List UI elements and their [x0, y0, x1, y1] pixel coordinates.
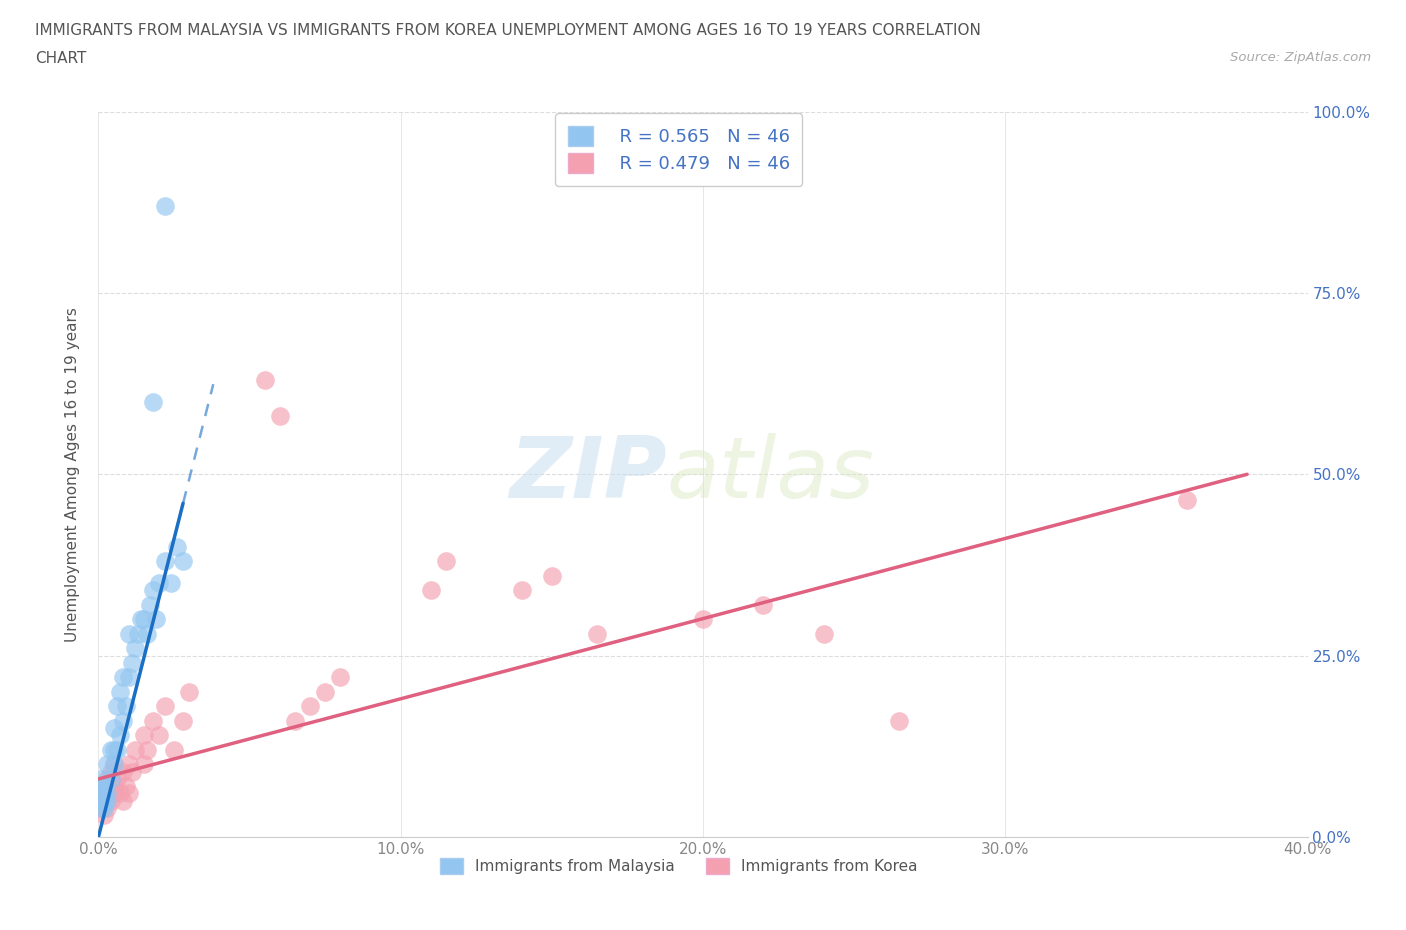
Point [114, 778, 136, 793]
Point [163, 742, 186, 757]
Point [510, 583, 533, 598]
Point [111, 713, 134, 728]
Point [103, 721, 125, 736]
Point [93, 808, 115, 823]
Point [90, 801, 112, 816]
Point [103, 742, 125, 757]
Point [93, 801, 115, 816]
Point [142, 713, 165, 728]
Point [132, 612, 155, 627]
Point [124, 742, 146, 757]
Point [111, 764, 134, 779]
Point [420, 583, 443, 598]
Point [540, 568, 562, 583]
Point [103, 778, 125, 793]
Point [100, 764, 122, 779]
Point [103, 786, 125, 801]
Point [1175, 492, 1198, 507]
Point [148, 728, 170, 743]
Point [284, 713, 307, 728]
Point [139, 597, 162, 612]
Point [329, 670, 352, 684]
Point [121, 764, 143, 779]
Point [586, 627, 609, 642]
Point [118, 786, 141, 801]
Point [153, 554, 176, 569]
Point [111, 793, 134, 808]
Point [160, 576, 183, 591]
Point [142, 394, 165, 409]
Point [118, 757, 141, 772]
Point [91, 778, 114, 793]
Point [93, 778, 115, 793]
Point [89, 793, 111, 808]
Point [96, 757, 118, 772]
Point [108, 728, 131, 743]
Point [118, 627, 141, 642]
Point [135, 627, 157, 642]
Point [692, 612, 714, 627]
Point [90, 786, 112, 801]
Point [269, 409, 291, 424]
Point [145, 612, 167, 627]
Point [90, 786, 112, 801]
Point [889, 713, 911, 728]
Point [166, 539, 188, 554]
Point [153, 699, 176, 714]
Point [172, 554, 194, 569]
Point [752, 597, 775, 612]
Point [90, 778, 112, 793]
Point [111, 670, 134, 684]
Point [96, 786, 118, 801]
Point [93, 793, 115, 808]
Point [103, 757, 125, 772]
Point [121, 656, 143, 671]
Text: ZIP: ZIP [509, 432, 666, 516]
Point [135, 742, 157, 757]
Point [100, 793, 122, 808]
Text: atlas: atlas [666, 432, 875, 516]
Text: Source: ZipAtlas.com: Source: ZipAtlas.com [1230, 51, 1371, 64]
Point [100, 742, 122, 757]
Point [90, 772, 112, 787]
Point [153, 198, 176, 213]
Point [96, 801, 118, 816]
Y-axis label: Unemployment Among Ages 16 to 19 years: Unemployment Among Ages 16 to 19 years [65, 307, 80, 642]
Point [105, 742, 128, 757]
Point [253, 373, 276, 388]
Point [93, 793, 115, 808]
Point [93, 786, 115, 801]
Point [118, 670, 141, 684]
Point [90, 801, 112, 816]
Point [100, 772, 122, 787]
Point [179, 684, 201, 699]
Point [129, 612, 152, 627]
Point [103, 757, 125, 772]
Point [132, 757, 155, 772]
Text: IMMIGRANTS FROM MALAYSIA VS IMMIGRANTS FROM KOREA UNEMPLOYMENT AMONG AGES 16 TO : IMMIGRANTS FROM MALAYSIA VS IMMIGRANTS F… [35, 23, 981, 38]
Text: CHART: CHART [35, 51, 87, 66]
Point [314, 684, 336, 699]
Point [124, 641, 146, 656]
Point [96, 772, 118, 787]
Point [105, 772, 128, 787]
Point [813, 627, 835, 642]
Point [434, 554, 457, 569]
Point [299, 699, 322, 714]
Point [90, 793, 112, 808]
Point [93, 778, 115, 793]
Point [172, 713, 194, 728]
Point [108, 786, 131, 801]
Point [114, 699, 136, 714]
Point [142, 583, 165, 598]
Point [96, 793, 118, 808]
Point [148, 576, 170, 591]
Point [108, 684, 131, 699]
Point [91, 793, 114, 808]
Point [105, 699, 128, 714]
Legend: Immigrants from Malaysia, Immigrants from Korea: Immigrants from Malaysia, Immigrants fro… [434, 852, 924, 880]
Point [90, 786, 112, 801]
Point [132, 728, 155, 743]
Point [127, 627, 149, 642]
